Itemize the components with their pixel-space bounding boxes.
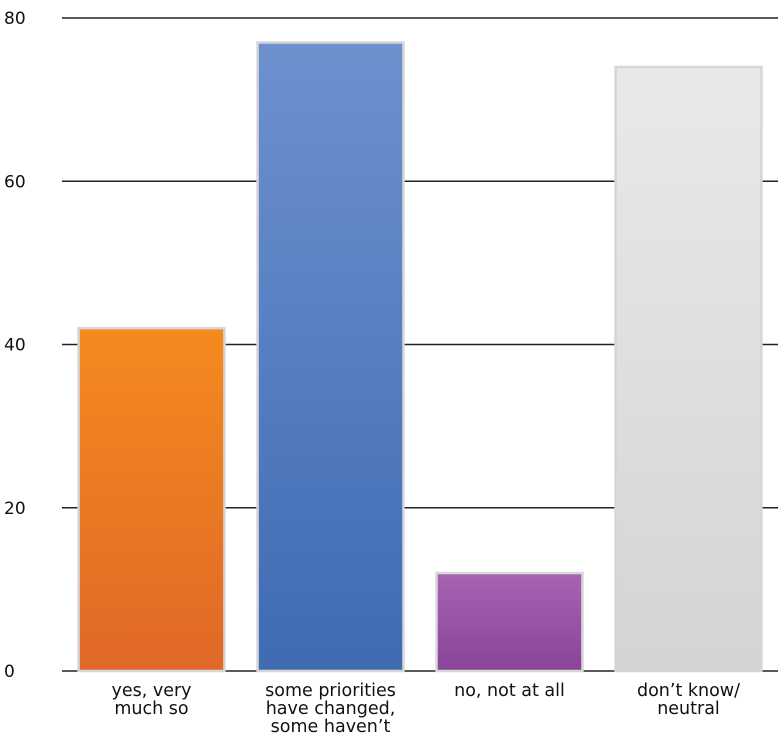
bar-1 (77, 326, 226, 673)
y-axis-ticks: 0 20 40 60 80 (4, 9, 26, 682)
y-tick-label: 80 (4, 9, 26, 29)
x-category-label-line: yes, very (111, 681, 191, 701)
x-category-label-line: don’t know/ (637, 681, 740, 701)
x-category-label-line: some haven’t (271, 717, 391, 737)
x-category-label-line: have changed, (266, 699, 396, 719)
bar-3 (435, 571, 584, 673)
y-tick-label: 40 (4, 336, 26, 356)
x-category-label: yes, very much so (111, 681, 191, 719)
x-axis-labels: yes, very much so some priorities have chan… (111, 681, 740, 737)
x-category-label-line: neutral (657, 699, 720, 719)
y-tick-label: 0 (4, 662, 15, 682)
x-category-label-line: some priorities (265, 681, 396, 701)
bars (77, 41, 763, 673)
bar-4 (614, 65, 763, 673)
y-tick-label: 20 (4, 499, 26, 519)
x-category-label-line: no, not at all (454, 681, 565, 701)
bar-2 (256, 41, 405, 673)
x-category-label: some priorities have changed, some haven’t (265, 681, 396, 737)
y-tick-label: 60 (4, 172, 26, 192)
x-category-label-line: much so (114, 699, 188, 719)
x-category-label: no, not at all (454, 681, 565, 701)
x-category-label: don’t know/neutral (637, 681, 740, 719)
